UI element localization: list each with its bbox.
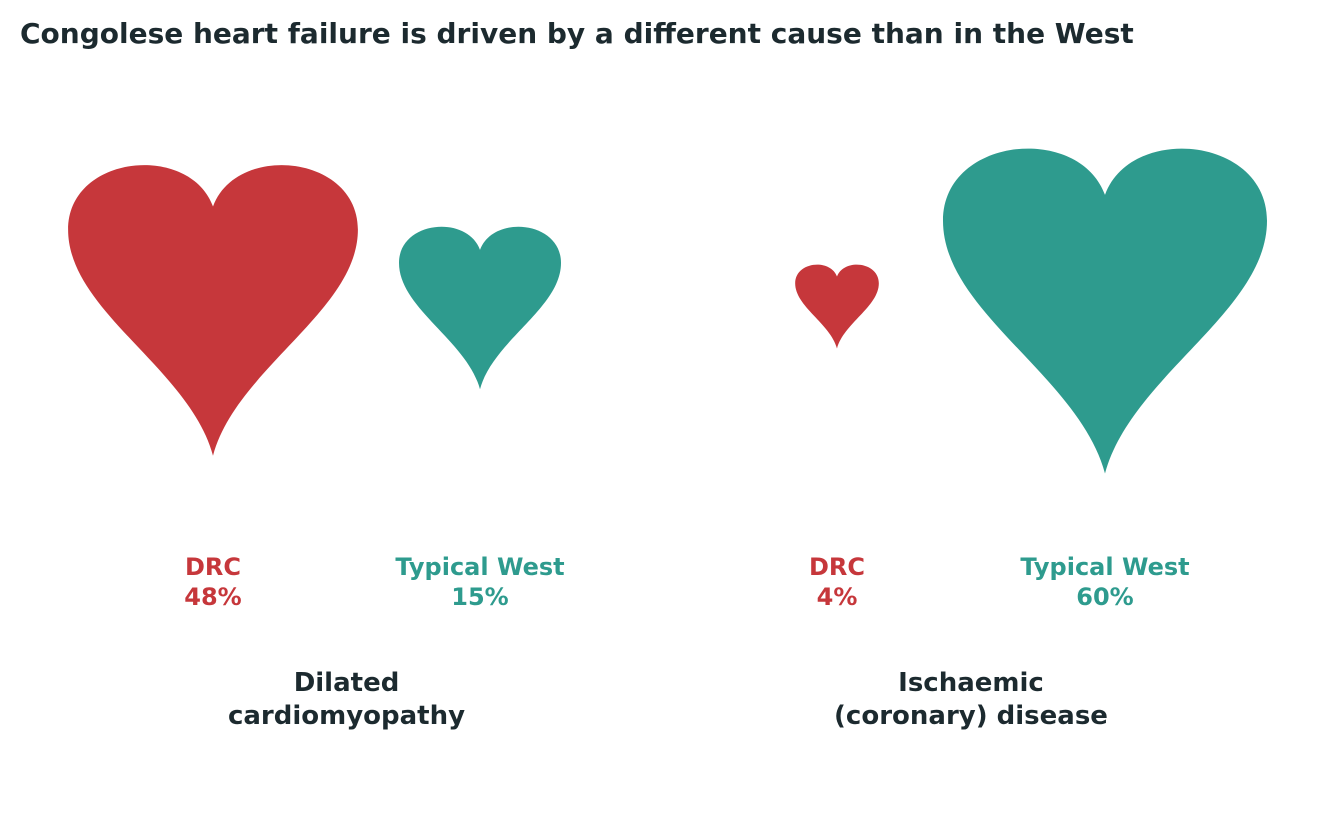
- series-name: DRC: [808, 553, 865, 581]
- series-name: Typical West: [395, 553, 565, 581]
- label-west-dilated: Typical West 15%: [360, 552, 600, 612]
- heart-icon: [68, 165, 358, 456]
- heart-icon: [943, 148, 1267, 474]
- value-label: 60%: [1076, 583, 1134, 611]
- value-label: 15%: [451, 583, 509, 611]
- series-name: DRC: [184, 553, 241, 581]
- heart-icon: [795, 264, 879, 349]
- label-west-ischaemic: Typical West 60%: [985, 552, 1225, 612]
- label-drc-dilated: DRC 48%: [93, 552, 333, 612]
- value-label: 4%: [816, 583, 858, 611]
- value-label: 48%: [184, 583, 242, 611]
- chart-title: Congolese heart failure is driven by a d…: [20, 17, 1134, 50]
- heart-icon: [399, 226, 561, 390]
- category-label-dilated: Dilated cardiomyopathy: [227, 668, 466, 731]
- category-label-ischaemic: Ischaemic (coronary) disease: [834, 668, 1108, 731]
- label-drc-ischaemic: DRC 4%: [717, 552, 957, 612]
- series-name: Typical West: [1020, 553, 1190, 581]
